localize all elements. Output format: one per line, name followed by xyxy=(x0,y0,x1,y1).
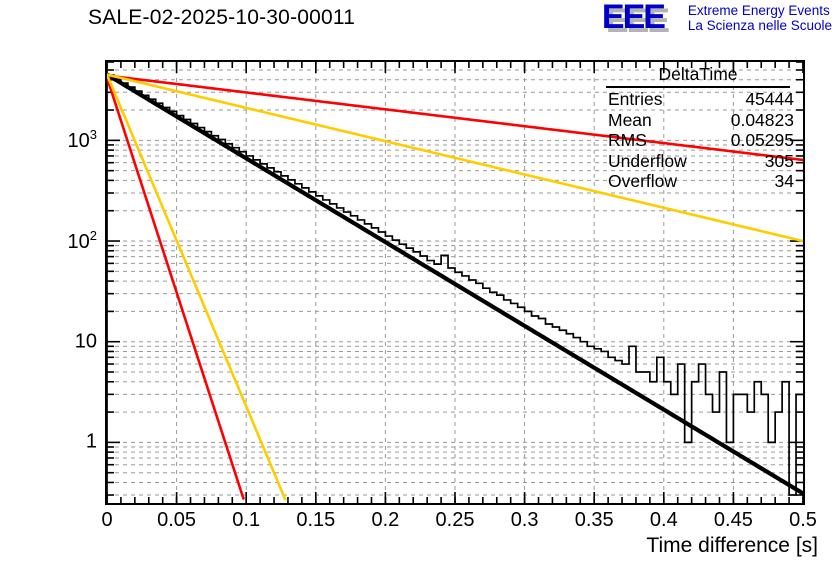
stats-row-value: 34 xyxy=(774,171,794,191)
x-tick-label: 0.35 xyxy=(574,509,614,531)
series-layer xyxy=(107,72,803,503)
x-tick-label: 0.15 xyxy=(296,509,336,531)
eee-logo-line2: La Scienza nelle Scuole xyxy=(687,18,832,33)
x-tick-label: 0.25 xyxy=(435,509,475,531)
stats-row-value: 0.05295 xyxy=(730,130,794,150)
stats-row-label: Overflow xyxy=(608,171,678,191)
stats-row-label: Mean xyxy=(608,109,652,130)
x-tick-label: 0.05 xyxy=(157,509,197,531)
eee-mark-icon: EEE EEE xyxy=(601,0,680,40)
x-tick-label: 0.2 xyxy=(371,509,400,531)
stats-row-value: 45444 xyxy=(745,89,794,109)
eee-logo-line1: Extreme Energy Events xyxy=(687,2,830,18)
stats-title: DeltaTime xyxy=(658,64,738,84)
plot-canvas xyxy=(107,62,803,503)
stats-row: Mean 0.04823 xyxy=(600,110,796,131)
y-tick-label: 103 xyxy=(67,127,97,153)
y-tick-label: 10 xyxy=(74,330,97,353)
plot-area xyxy=(105,60,805,505)
grid-lines xyxy=(107,62,803,503)
x-tick-label: 0.45 xyxy=(713,509,753,531)
stats-row: Overflow 34 xyxy=(600,171,796,192)
stats-row-label: Underflow xyxy=(608,150,687,171)
fit-curve xyxy=(107,73,803,243)
eee-logo: EEE EEE Extreme Energy Events La Scienza… xyxy=(601,0,832,40)
stats-row-value: 305 xyxy=(764,150,794,171)
x-tick-label: 0.3 xyxy=(510,509,539,531)
fit-curve xyxy=(107,76,245,500)
stats-divider xyxy=(606,86,790,88)
x-tick-label: 0 xyxy=(101,509,113,531)
x-tick-label: 0.5 xyxy=(789,509,817,531)
x-tick-label: 0.4 xyxy=(649,509,678,531)
eee-logo-text: Extreme Energy Events La Scienza nelle S… xyxy=(688,3,832,34)
stats-box: DeltaTime Entries 45444 Mean 0.04823 RMS 0.05… xyxy=(600,64,796,192)
stats-row-label: RMS xyxy=(608,130,647,150)
x-tick-label: 0.1 xyxy=(232,509,261,531)
fit-curve xyxy=(107,74,803,162)
page-title: SALE-02-2025-10-30-00011 xyxy=(88,6,356,29)
eee-mark-shadow: EEE xyxy=(605,2,670,40)
stats-row: Entries 45444 xyxy=(600,89,796,110)
fit-curve xyxy=(107,73,287,501)
stats-row-label: Entries xyxy=(608,89,663,109)
eee-mark-front: EEE xyxy=(601,0,666,36)
stats-row-value: 0.04823 xyxy=(730,109,794,130)
stats-rows: Entries 45444 Mean 0.04823 RMS 0.05295 Underfl… xyxy=(600,89,796,192)
y-tick-label: 1 xyxy=(85,430,97,453)
fit-curve xyxy=(107,72,803,496)
x-axis-title: Time difference [s] xyxy=(646,534,818,557)
stats-row: RMS 0.05295 xyxy=(600,130,796,151)
stats-row: Underflow 305 xyxy=(600,151,796,172)
y-tick-label: 102 xyxy=(67,228,97,253)
